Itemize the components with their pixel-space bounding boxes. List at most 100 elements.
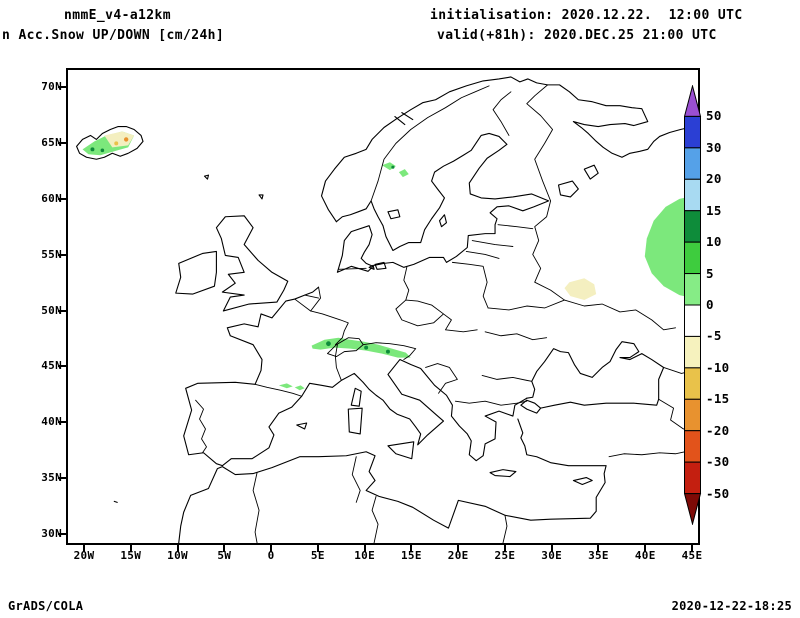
lon-tick-label: 30E: [541, 549, 563, 562]
snow-spot-alps-1: [326, 341, 331, 347]
colorbar-boundary-label: 10: [706, 234, 722, 250]
lat-tick-label: 35N: [41, 471, 62, 485]
colorbar-segment: [684, 430, 701, 463]
colorbar-boundary-label: 50: [706, 108, 722, 124]
lon-tick-label: 25E: [494, 549, 516, 562]
colorbar-boundary-label: -15: [706, 391, 730, 407]
border-north-africa: [253, 457, 507, 543]
colorbar-segment: [684, 304, 701, 337]
snow-spot-iceland-1: [90, 147, 95, 152]
border-czechia: [396, 300, 444, 326]
colorbar-boundary-label: 15: [706, 202, 722, 218]
coastline-danish-isles: [369, 262, 386, 269]
snow-patch-norway-2: [398, 169, 409, 178]
border-austria-italy: [363, 343, 416, 360]
lat-tick-label: 70N: [41, 80, 62, 93]
border-austria-hungary: [443, 314, 477, 332]
melt-spot-iceland-2: [114, 141, 119, 146]
snow-patch-alps: [311, 337, 411, 358]
lake-ladoga: [559, 181, 579, 197]
lon-tick-label: 15W: [120, 549, 142, 562]
colorbar-boundary-label: -10: [706, 359, 730, 375]
lon-tick-label: 35E: [588, 549, 609, 562]
lat-tick-mark: [58, 197, 66, 200]
lon-tick-label: 0: [267, 549, 275, 562]
lon-tick-label: 10E: [354, 549, 375, 562]
border-romania-bulgaria: [482, 375, 532, 381]
lon-tick-label: 5E: [310, 549, 325, 562]
border-sweden-finland: [493, 92, 511, 136]
colorbar-segment: [684, 178, 701, 212]
colorbar-boundary-label: 30: [706, 139, 722, 155]
snow-spot-iceland-2: [100, 148, 105, 153]
snow-spot-alps-3: [385, 349, 390, 354]
lat-tick-label: 45N: [41, 359, 62, 373]
lon-tick-label: 20W: [73, 549, 95, 562]
colorbar-boundary-label: -5: [706, 328, 722, 344]
lat-tick-mark: [58, 421, 66, 424]
lon-tick-mark: [597, 544, 600, 552]
coastline-corsica: [351, 388, 361, 406]
melt-patch-iceland: [104, 131, 135, 148]
colorbar-segment: [684, 335, 701, 369]
lon-tick-mark: [176, 544, 179, 552]
colorbar: [683, 84, 702, 526]
colorbar-segment: [684, 367, 701, 400]
lat-tick-mark: [58, 86, 66, 88]
lon-tick-label: 40E: [634, 549, 656, 562]
lat-tick-mark: [58, 533, 66, 535]
border-baltics: [466, 225, 532, 259]
product-title: n Acc.Snow UP/DOWN [cm/24h]: [2, 28, 225, 43]
coastline-mallorca: [297, 423, 307, 429]
lat-tick-mark: [58, 309, 66, 312]
coastline-jutland: [337, 226, 373, 273]
melt-patch-russia: [564, 278, 597, 301]
coastline-norway-barents: [322, 77, 698, 222]
lon-tick-mark: [316, 544, 319, 552]
model-title: nmmE_v4-a12km: [64, 8, 171, 23]
melt-spot-iceland-1: [123, 137, 129, 142]
lon-tick-mark: [550, 544, 553, 552]
border-romania-north: [485, 332, 546, 340]
lon-tick-mark: [270, 544, 273, 552]
lon-tick-label: 45E: [681, 549, 703, 562]
lat-tick-mark: [58, 477, 66, 480]
coastline-baltic: [336, 133, 548, 267]
border-finland-russia: [527, 85, 553, 201]
border-denmark-germany: [338, 268, 366, 269]
border-norway-sweden: [371, 86, 489, 201]
lat-tick-mark: [58, 365, 66, 368]
lat-tick-label: 40N: [41, 415, 62, 429]
snow-spot-alps-2: [364, 345, 369, 350]
border-benelux: [305, 287, 321, 311]
lon-tick-label: 20E: [447, 549, 469, 562]
coastline-iceland: [77, 127, 143, 160]
border-russia-west: [533, 201, 565, 300]
border-ukraine-belarus: [488, 300, 564, 310]
lon-tick-mark: [223, 544, 226, 552]
snow-patch-pyrenees-1: [278, 383, 293, 389]
colorbar-boundary-label: -30: [706, 454, 730, 470]
border-poland-east: [452, 262, 488, 308]
coastline-cyprus: [573, 478, 592, 485]
lon-tick-mark: [457, 544, 460, 552]
coastline-crete: [490, 470, 516, 477]
coastline-west-europe: [184, 287, 527, 465]
lon-tick-mark: [503, 544, 506, 552]
lon-tick-mark: [83, 544, 85, 552]
colorbar-svg: [683, 84, 702, 526]
coastline-sicily: [388, 442, 414, 459]
colorbar-boundary-label: -50: [706, 485, 730, 501]
border-portugal-spain: [196, 400, 207, 453]
colorbar-boundary-label: 5: [706, 265, 714, 281]
lon-tick-label: 15E: [400, 549, 422, 562]
lat-tick-label: 60N: [41, 191, 62, 205]
lon-tick-mark: [129, 544, 132, 552]
lake-vanern: [388, 210, 400, 219]
credit-text: GrADS/COLA: [8, 599, 84, 613]
border-ukraine-russia: [564, 300, 675, 330]
colorbar-boundary-label: -20: [706, 422, 730, 438]
lon-tick-mark: [644, 544, 647, 552]
coastline-gotland: [440, 215, 447, 227]
